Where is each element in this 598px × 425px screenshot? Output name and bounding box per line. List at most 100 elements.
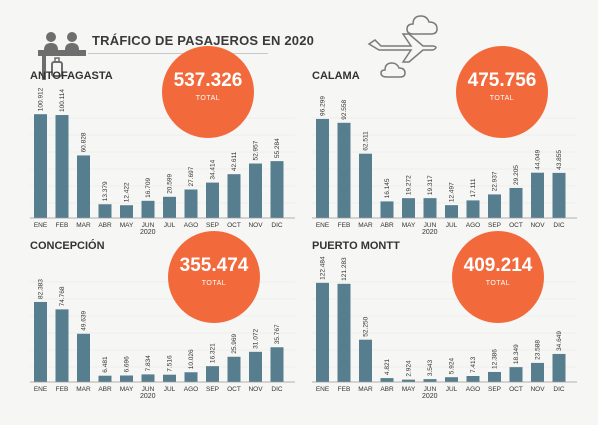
tick-label: ENE xyxy=(34,222,48,229)
data-label: 52.957 xyxy=(253,140,260,160)
tick-label: ABR xyxy=(380,386,394,393)
data-label: 74.768 xyxy=(59,286,66,306)
data-label: 100.114 xyxy=(59,89,66,112)
bar-ago xyxy=(184,372,198,382)
bar-ene xyxy=(316,282,329,382)
bar-abr xyxy=(98,204,112,218)
total-value: 537.326 xyxy=(173,70,243,91)
bar-nov xyxy=(249,351,262,382)
tick-label: FEB xyxy=(56,386,69,393)
total-label: TOTAL xyxy=(201,280,227,287)
data-label: 6.696 xyxy=(124,356,131,373)
data-label: 19.317 xyxy=(427,175,434,195)
tick-label: JUN xyxy=(142,222,155,229)
year-label: 2020 xyxy=(140,229,156,236)
bar-dic xyxy=(552,353,566,382)
data-label: 13.379 xyxy=(102,181,109,201)
bar-ago xyxy=(466,200,480,218)
bar-ene xyxy=(316,118,329,218)
data-label: 29.205 xyxy=(513,165,520,185)
bar-may xyxy=(120,205,133,218)
bar-dic xyxy=(270,161,284,218)
city-name: CALAMA xyxy=(312,70,360,82)
year-label: 2020 xyxy=(422,229,438,236)
bar-oct xyxy=(509,367,523,382)
bar-jul xyxy=(163,196,176,218)
total-badge: 355.474 TOTAL xyxy=(168,231,260,323)
data-label: 6.481 xyxy=(102,356,109,373)
bar-nov xyxy=(249,163,262,218)
year-label: 2020 xyxy=(422,393,438,400)
bar-feb xyxy=(55,309,69,382)
year-label: 2020 xyxy=(140,393,156,400)
tick-label: JUN xyxy=(424,222,437,229)
tick-label: MAY xyxy=(402,386,416,393)
tick-label: NOV xyxy=(248,386,263,393)
data-label: 7.516 xyxy=(167,355,174,372)
tick-label: NOV xyxy=(530,222,545,229)
data-label: 5.924 xyxy=(449,358,456,375)
tick-label: FEB xyxy=(56,222,69,229)
bar-sep xyxy=(206,366,219,382)
tick-label: SEP xyxy=(206,222,219,229)
tick-label: NOV xyxy=(530,386,545,393)
bar-jul xyxy=(445,205,458,218)
bar-mar xyxy=(77,333,90,382)
data-label: 92.558 xyxy=(341,100,348,120)
tick-label: JUL xyxy=(446,222,458,229)
bar-jun xyxy=(423,198,437,218)
tick-label: JUN xyxy=(142,386,155,393)
data-label: 16.321 xyxy=(210,343,217,363)
tick-label: AGO xyxy=(184,386,198,393)
data-label: 34.649 xyxy=(556,331,563,351)
tick-label: ABR xyxy=(98,222,112,229)
tick-label: JUN xyxy=(424,386,437,393)
tick-label: OCT xyxy=(227,386,241,393)
data-label: 7.834 xyxy=(145,355,152,372)
data-label: 23.588 xyxy=(535,340,542,360)
tick-label: SEP xyxy=(206,386,219,393)
bar-mar xyxy=(77,155,90,218)
data-label: 82.383 xyxy=(38,279,45,299)
data-label: 3.543 xyxy=(427,359,434,376)
data-label: 35.767 xyxy=(274,324,281,344)
data-label: 18.349 xyxy=(513,344,520,364)
bar-dic xyxy=(552,172,566,218)
data-label: 44.049 xyxy=(535,149,542,169)
tick-label: DIC xyxy=(271,386,283,393)
tick-label: MAY xyxy=(120,386,134,393)
bar-jun xyxy=(141,200,155,218)
data-label: 2.924 xyxy=(406,360,413,377)
bar-ene xyxy=(34,301,47,382)
bar-chart: 100.912 ENE 100.114 FEB 60.828 MAR 13.379 ABR 12… xyxy=(30,87,295,229)
bar-nov xyxy=(531,172,544,218)
bar-ene xyxy=(34,114,47,218)
bar-abr xyxy=(380,201,394,218)
tick-label: AGO xyxy=(466,386,480,393)
tick-label: DIC xyxy=(271,222,283,229)
tick-label: MAR xyxy=(76,386,91,393)
page-title: TRÁFICO DE PASAJEROS EN 2020 xyxy=(92,33,315,48)
bar-feb xyxy=(55,115,69,218)
data-label: 12.497 xyxy=(449,182,456,202)
data-label: 27.697 xyxy=(188,166,195,186)
tick-label: DIC xyxy=(553,386,565,393)
data-label: 7.413 xyxy=(470,356,477,373)
bar-oct xyxy=(227,356,241,382)
total-label: TOTAL xyxy=(489,95,515,102)
tick-label: SEP xyxy=(488,222,501,229)
bar-jul xyxy=(163,374,176,382)
data-label: 12.422 xyxy=(124,182,131,202)
tick-label: MAR xyxy=(358,222,373,229)
data-label: 122.484 xyxy=(320,256,327,280)
tick-label: JUL xyxy=(164,222,176,229)
tick-label: NOV xyxy=(248,222,263,229)
bar-sep xyxy=(488,371,501,382)
chart-panel: ANTOFAGASTA 100.912 ENE 100.114 FEB 60.828 MAR… xyxy=(30,70,310,236)
chart-panel: CALAMA 96.299 ENE 92.558 FEB 62.511 MAR 16.145 A… xyxy=(312,70,592,236)
data-label: 34.414 xyxy=(210,159,217,179)
bar-oct xyxy=(227,174,241,218)
data-label: 20.599 xyxy=(167,174,174,194)
tick-label: JUL xyxy=(446,386,458,393)
